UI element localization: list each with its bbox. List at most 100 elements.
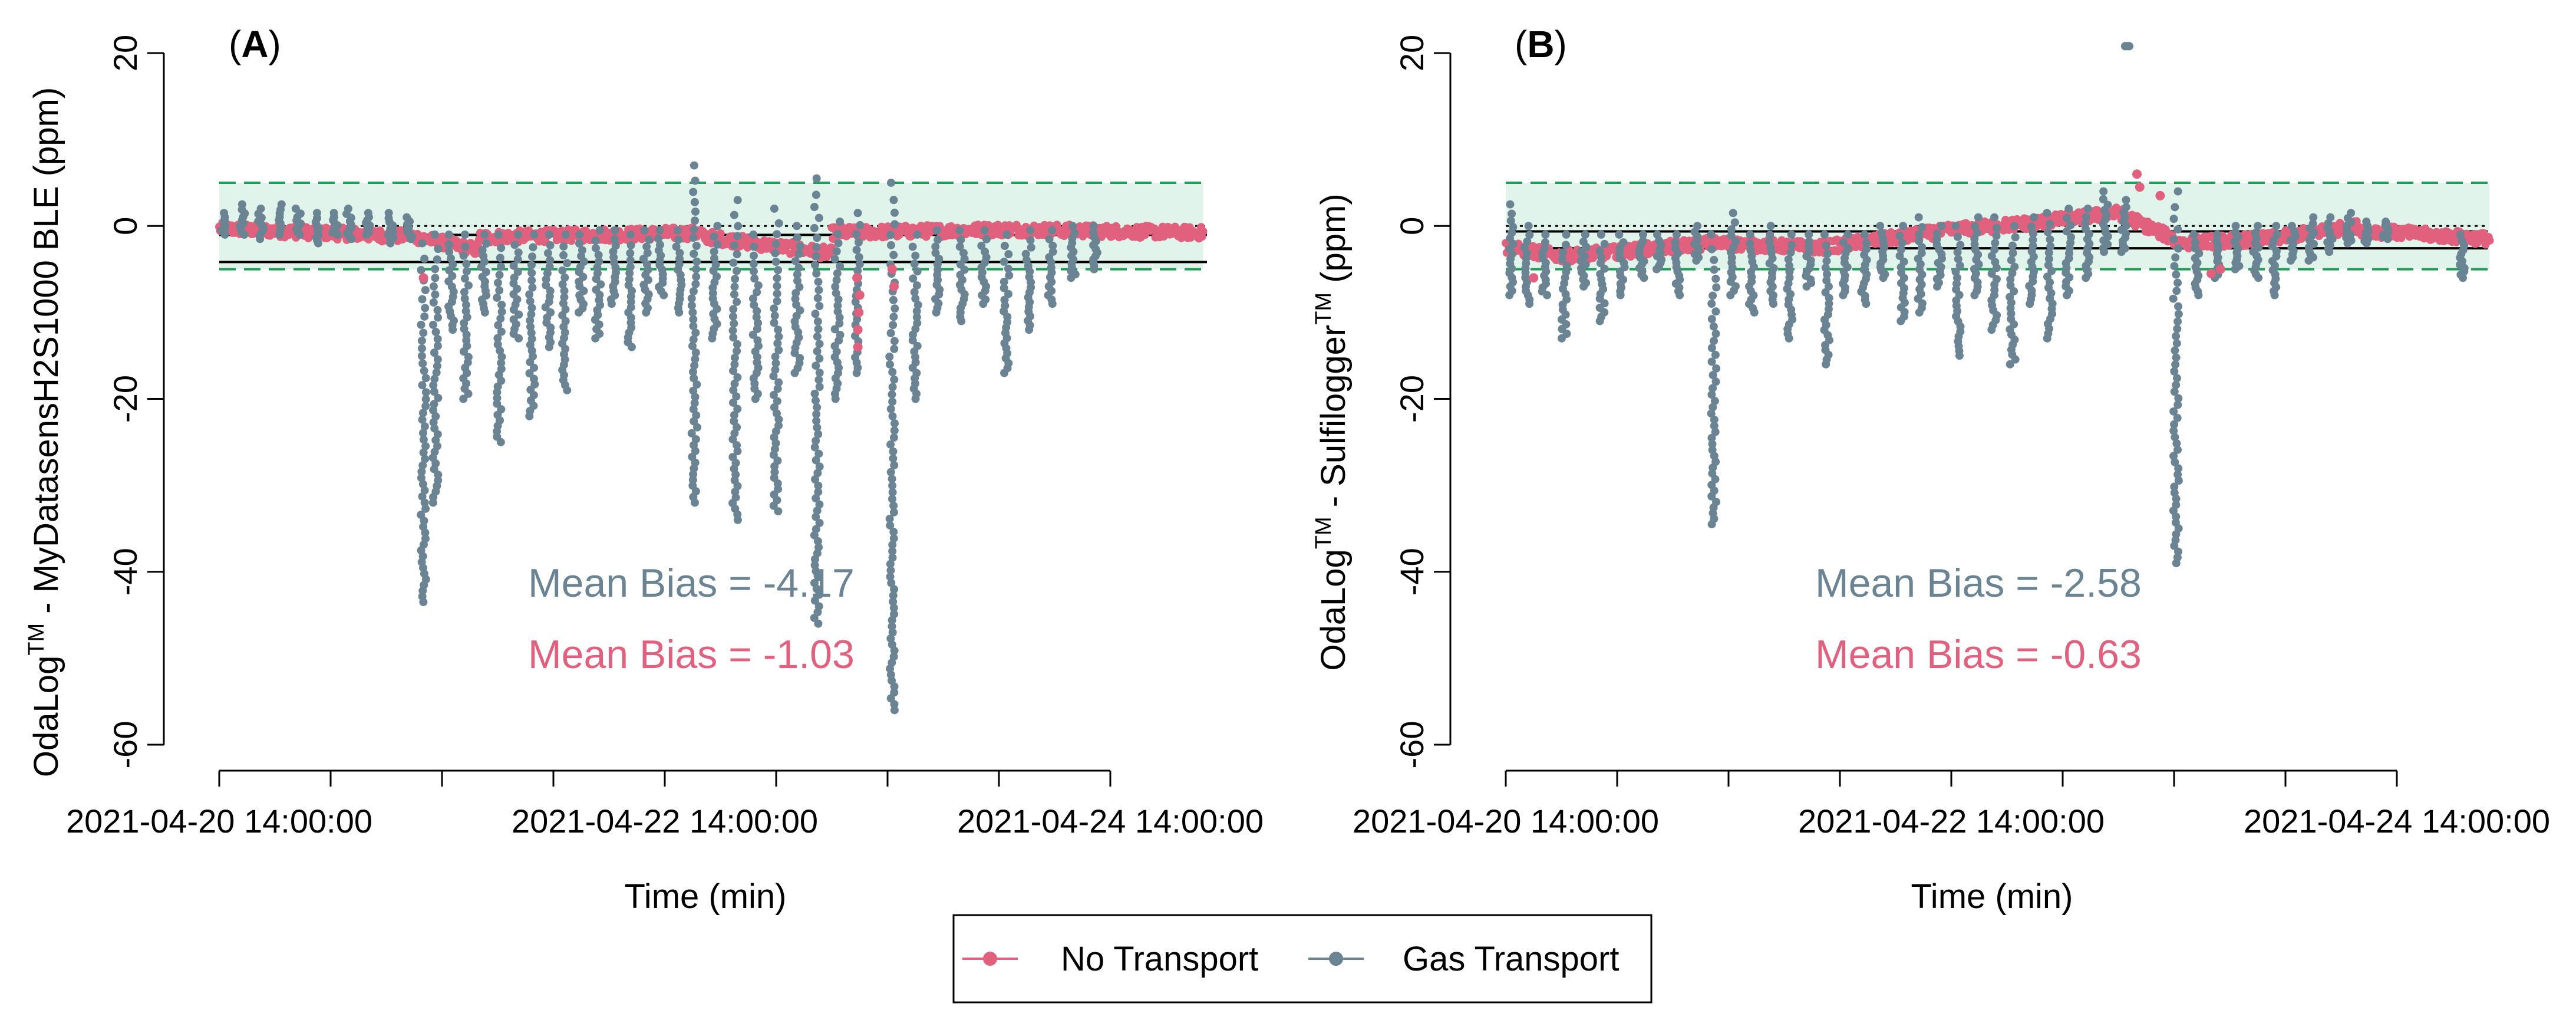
gas-transport-point [2008, 269, 2017, 278]
gas-transport-point [2010, 262, 2019, 271]
gas-transport-point [792, 222, 801, 231]
x-axis-title: Time (min) [625, 877, 787, 916]
gas-transport-point [493, 293, 502, 302]
gas-transport-point [855, 259, 864, 268]
y-tick-label: -40 [1393, 548, 1430, 596]
gas-transport-point [2254, 274, 2263, 282]
gas-transport-point [692, 380, 701, 389]
gas-transport-point [773, 384, 782, 393]
gas-transport-point [812, 416, 821, 425]
no-transport-point [1529, 273, 1539, 283]
gas-transport-point [810, 443, 819, 452]
gas-transport-point [2043, 334, 2051, 343]
gas-transport-point [1899, 222, 1908, 231]
gas-transport-point [497, 244, 506, 252]
gas-transport-point [525, 290, 534, 299]
legend: No Transport Gas Transport [952, 914, 1653, 1004]
gas-transport-point [417, 467, 426, 476]
gas-transport-point [889, 597, 898, 606]
gas-transport-point [1766, 231, 1774, 239]
gas-transport-point [2172, 494, 2181, 503]
gas-transport-point [690, 399, 699, 407]
gas-transport-point [889, 196, 898, 205]
gas-transport-point [692, 257, 701, 266]
gas-transport-point [1639, 230, 1648, 239]
gas-transport-point [256, 235, 265, 244]
gas-transport-point [2189, 230, 2198, 239]
gas-transport-point [1712, 364, 1721, 373]
gas-transport-point [890, 375, 899, 384]
gas-transport-point [1021, 249, 1030, 258]
gas-transport-point [420, 312, 429, 321]
gas-transport-point [773, 297, 781, 305]
gas-transport-point [2172, 287, 2181, 295]
gas-transport-point [773, 274, 781, 282]
gas-transport-point [493, 278, 502, 287]
x-tick-label: 2021-04-24 14:00:00 [957, 802, 1264, 840]
gas-transport-point [419, 448, 428, 457]
gas-transport-point [1823, 270, 1832, 279]
gas-transport-point [2006, 360, 2014, 369]
gas-transport-point [1525, 231, 1534, 239]
gas-transport-point [561, 230, 570, 239]
gas-transport-point [2213, 230, 2222, 239]
gas-transport-point [730, 353, 739, 362]
gas-transport-point [733, 250, 741, 259]
gas-transport-point [728, 326, 737, 335]
gas-transport-point [1710, 255, 1719, 264]
gas-transport-point [774, 415, 783, 424]
gas-transport-point [810, 531, 819, 540]
gas-transport-point [887, 578, 896, 587]
gas-transport-point [835, 313, 844, 322]
x-tick-label: 2021-04-20 14:00:00 [66, 802, 372, 840]
gas-transport-point [2169, 215, 2178, 223]
gas-transport-point [1710, 415, 1719, 424]
gas-transport-point [460, 274, 469, 283]
gas-transport-point [514, 230, 523, 239]
gas-transport-point [1822, 241, 1830, 250]
gas-transport-point [834, 295, 843, 304]
gas-transport-point [1786, 248, 1795, 257]
gas-transport-point [815, 302, 824, 311]
gas-transport-point [596, 280, 605, 289]
gas-transport-point [419, 435, 428, 444]
gas-transport-point [2063, 291, 2072, 300]
gas-transport-point [890, 419, 899, 428]
gas-transport-point [689, 386, 698, 395]
gas-transport-point [1506, 200, 1515, 209]
gas-transport-point [496, 254, 504, 262]
gas-transport-point [509, 261, 518, 270]
gas-transport-point [812, 174, 821, 183]
gas-transport-point [2304, 256, 2313, 265]
gas-transport-point [886, 573, 895, 581]
gas-transport-point [460, 230, 469, 239]
gas-transport-point [2173, 445, 2182, 454]
gas-transport-point [1876, 222, 1885, 231]
gas-transport-point [545, 343, 553, 351]
gas-transport-point [2171, 433, 2179, 442]
gas-transport-point [889, 454, 898, 463]
gas-transport-point [753, 324, 761, 333]
no-transport-point [889, 281, 899, 291]
gas-transport-point [2172, 339, 2181, 348]
gas-transport-point [1708, 371, 1717, 380]
gas-transport-point [815, 518, 824, 527]
legend-no-transport-label: No Transport [1061, 940, 1258, 978]
gas-transport-point [1004, 264, 1012, 273]
y-tick-label: 0 [1393, 217, 1430, 235]
legend-box [952, 914, 1653, 1004]
gas-transport-point [690, 361, 699, 370]
gas-transport-point [480, 230, 489, 239]
no-transport-point [716, 229, 725, 238]
gas-transport-point [459, 347, 468, 356]
gas-transport-point [1675, 291, 1684, 300]
gas-transport-point [813, 403, 822, 412]
gas-transport-point [830, 325, 839, 334]
gas-transport-point [690, 161, 698, 170]
gas-transport-point [626, 256, 635, 265]
gas-transport-point [2171, 253, 2180, 262]
gas-transport-point [754, 281, 763, 290]
gas-transport-point [462, 267, 471, 276]
gas-transport-point [1707, 230, 1716, 239]
